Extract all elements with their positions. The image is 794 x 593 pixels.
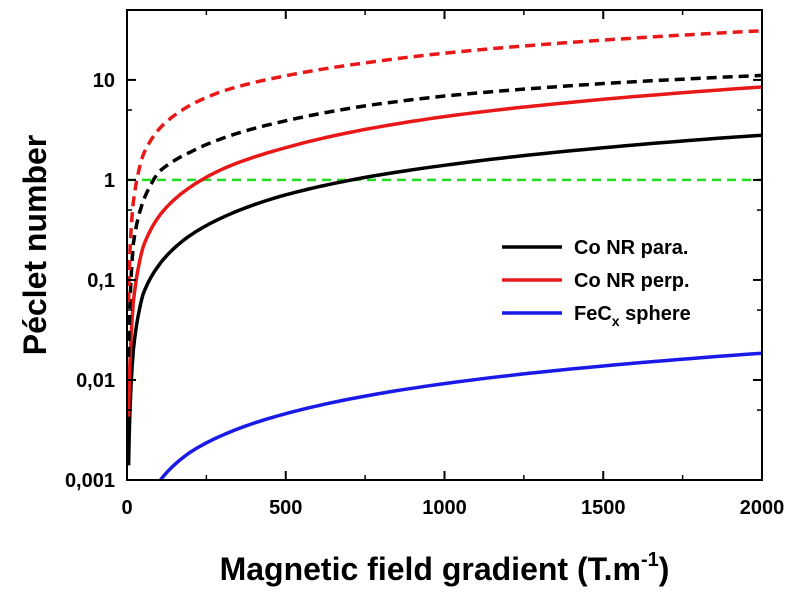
y-tick-label: 0,001 — [65, 470, 115, 492]
series-line-2 — [126, 85, 763, 417]
legend: Co NR para. Co NR perp. FeCx sphere — [502, 237, 691, 329]
x-axis-title: Magnetic field gradient (T.m-1) — [220, 549, 670, 587]
x-axis-title-superscript: -1 — [641, 549, 659, 571]
x-axis-title-close: ) — [659, 551, 670, 587]
legend-label: Co NR perp. — [574, 270, 690, 292]
series-line-4-dashed — [126, 29, 763, 303]
series-line-3-dashed — [126, 73, 763, 357]
x-tick-label: 500 — [269, 497, 302, 519]
x-axis-title-main: Magnetic field gradient (T.m — [220, 551, 641, 587]
series-layer — [126, 29, 763, 481]
y-tick-label: 0,01 — [76, 370, 115, 392]
x-tick-label: 2000 — [740, 497, 785, 519]
series-line-1 — [126, 133, 763, 466]
series-line-5 — [159, 351, 763, 481]
y-axis-title: Péclet number — [17, 135, 53, 356]
x-tick-label: 0 — [121, 497, 132, 519]
legend-label: FeCx sphere — [574, 303, 691, 329]
y-tick-label: 0,1 — [87, 270, 115, 292]
y-tick-label: 1 — [104, 170, 115, 192]
legend-label: Co NR para. — [574, 237, 688, 259]
y-tick-label: 10 — [93, 70, 115, 92]
x-tick-label: 1500 — [581, 497, 626, 519]
x-tick-label: 1000 — [422, 497, 467, 519]
tick-layer: 0 500 1000 1500 2000 0,001 0,01 0,1 1 10 — [65, 9, 785, 519]
